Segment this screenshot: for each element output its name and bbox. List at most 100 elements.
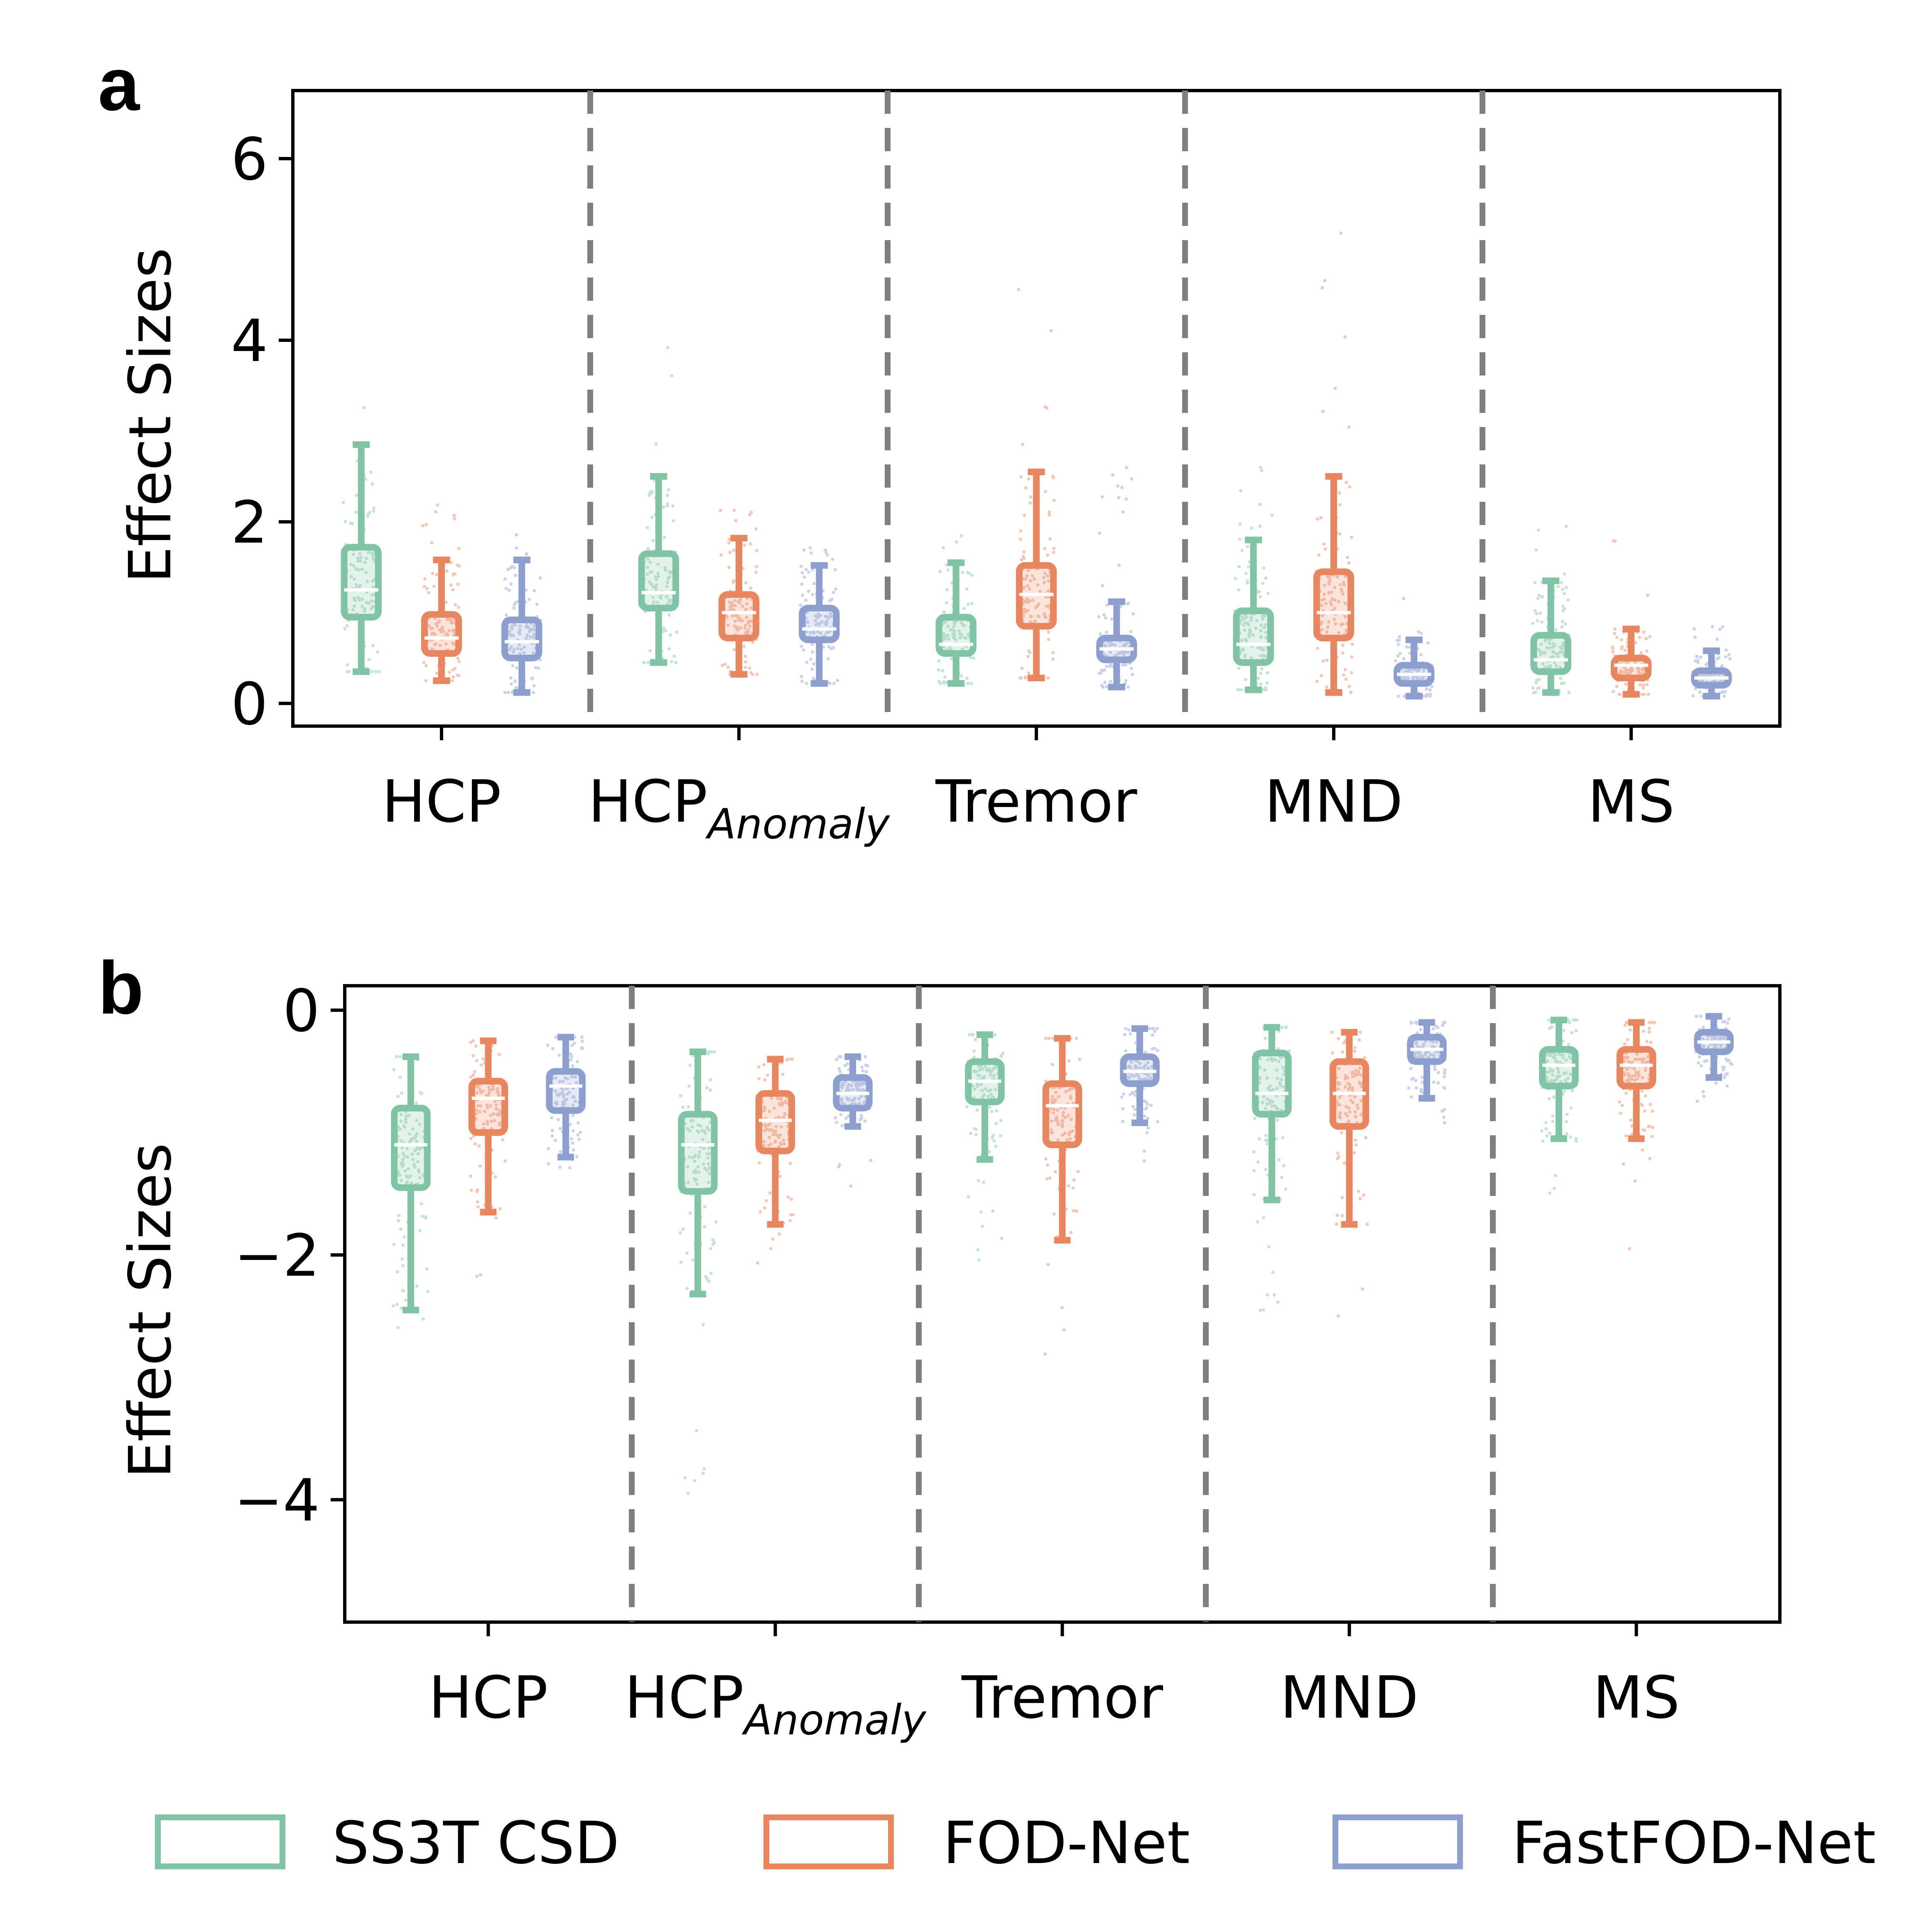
panel-b-x-tick-label: MS: [1593, 1664, 1680, 1732]
panel-a-data-point: [724, 614, 728, 618]
panel-b-data-point: [703, 1205, 707, 1209]
panel-a-data-point: [1254, 626, 1258, 630]
panel-a-data-point: [650, 516, 654, 519]
panel-b-data-point: [1414, 1079, 1418, 1083]
panel-a-data-point: [452, 517, 456, 520]
panel-a-data-point: [1105, 685, 1109, 689]
panel-a-data-point: [358, 584, 362, 587]
panel-b-data-point: [1252, 1169, 1256, 1173]
panel-a-data-point: [1105, 665, 1109, 668]
panel-b-data-point: [1574, 1137, 1578, 1140]
panel-b-data-point: [768, 1191, 772, 1195]
panel-b-data-point: [1571, 1089, 1574, 1092]
panel-a-data-point: [1537, 594, 1541, 597]
panel-b-data-point: [758, 1210, 762, 1214]
panel-a-data-point: [1264, 688, 1268, 692]
panel-a-data-point: [742, 645, 746, 648]
panel-a-data-point: [371, 585, 375, 589]
panel-a-data-point: [807, 589, 810, 593]
panel-a-box-body: [501, 616, 542, 662]
panel-a-data-point: [1558, 651, 1561, 655]
panel-a-data-point: [1259, 646, 1263, 650]
panel-a-data-point: [1046, 589, 1050, 593]
panel-a-data-point: [1259, 682, 1263, 686]
panel-a-data-point: [810, 650, 814, 654]
panel-b-data-point: [977, 1179, 980, 1183]
panel-b-box-body: [1539, 1046, 1579, 1090]
panel-b-data-point: [1281, 1136, 1285, 1139]
panel-b-data-point: [1548, 1097, 1551, 1101]
panel-b-data-point: [1573, 1018, 1577, 1022]
panel-a-data-point: [748, 619, 752, 623]
panel-a-data-point: [455, 563, 459, 567]
panel-b-data-point: [1419, 1088, 1423, 1091]
panel-b-data-point: [1625, 1021, 1629, 1024]
panel-a-data-point: [1565, 586, 1568, 589]
panel-a-y-tick-label: 4: [231, 307, 268, 375]
panel-a-data-point: [346, 670, 349, 673]
panel-a-data-point: [1561, 641, 1565, 645]
panel-b-data-point: [471, 1054, 475, 1058]
panel-a-data-point: [369, 470, 373, 474]
panel-b-data-point: [711, 1238, 714, 1242]
panel-a-data-point: [349, 521, 353, 525]
panel-a-data-point: [1237, 688, 1240, 692]
panel-a-data-point: [1097, 615, 1101, 619]
panel-b-data-point: [1256, 1220, 1259, 1224]
panel-a-data-point: [1566, 598, 1570, 602]
panel-a-data-point: [945, 588, 949, 592]
panel-a-data-point: [1265, 681, 1269, 685]
panel-a-data-point: [1033, 577, 1036, 581]
panel-b-data-point: [1266, 1293, 1269, 1297]
panel-a-data-point: [1259, 654, 1263, 658]
panel-b-data-point: [762, 1063, 766, 1067]
panel-b-data-point: [1340, 1214, 1344, 1218]
panel-a-data-point: [1541, 651, 1544, 654]
panel-b-data-point: [426, 1290, 429, 1294]
panel-a-data-point: [1611, 650, 1615, 653]
panel-b-data-point: [1353, 1046, 1357, 1050]
panel-a-data-point: [1264, 623, 1268, 627]
panel-a-data-point: [1543, 665, 1547, 669]
panel-a-data-point: [353, 577, 356, 581]
panel-a-data-point: [447, 617, 451, 621]
panel-b-data-point: [689, 1211, 692, 1215]
panel-b-data-point: [400, 1091, 404, 1095]
panel-b-data-point: [1143, 1115, 1146, 1118]
panel-a-data-point: [663, 535, 666, 539]
panel-a-data-point: [1031, 574, 1034, 578]
panel-b-data-point: [1701, 1026, 1705, 1029]
panel-b-y-tick-label: −2: [234, 1222, 320, 1290]
panel-a-data-point: [538, 576, 542, 580]
panel-a-data-point: [648, 570, 652, 574]
panel-a-data-point: [444, 632, 448, 636]
panel-a-data-point: [447, 670, 451, 674]
panel-a-data-point: [650, 489, 654, 493]
panel-a-data-point: [1029, 495, 1033, 499]
panel-b-data-point: [1280, 1176, 1283, 1179]
panel-b-data-point: [575, 1155, 579, 1159]
legend: SS3T CSD FOD-Net FastFOD-Net: [155, 1809, 1876, 1877]
panel-a-data-point: [1642, 683, 1645, 687]
panel-b-data-point: [1697, 1061, 1701, 1065]
panel-b-data-point: [1721, 1068, 1725, 1072]
panel-a-data-point: [429, 626, 433, 630]
panel-a-data-point: [732, 508, 736, 512]
panel-b-data-point: [493, 1175, 497, 1179]
panel-a-data-point: [939, 682, 942, 685]
panel-a-data-point: [457, 660, 461, 663]
panel-a-data-point: [744, 654, 747, 658]
panel-a-label: a: [98, 43, 140, 126]
panel-b-data-point: [1121, 1107, 1125, 1110]
panel-a-data-point: [942, 680, 946, 684]
panel-a-data-point: [1028, 587, 1032, 591]
panel-b-data-point: [547, 1147, 550, 1151]
panel-a-data-point: [960, 633, 963, 636]
panel-b-data-point: [1151, 1033, 1154, 1037]
panel-b-data-point: [1624, 1092, 1628, 1095]
panel-b-data-point: [1282, 1164, 1286, 1168]
panel-a-data-point: [667, 570, 671, 574]
panel-a-box-body: [1313, 568, 1355, 641]
panel-b-data-point: [1649, 1102, 1652, 1106]
panel-a-data-point: [1536, 687, 1540, 690]
